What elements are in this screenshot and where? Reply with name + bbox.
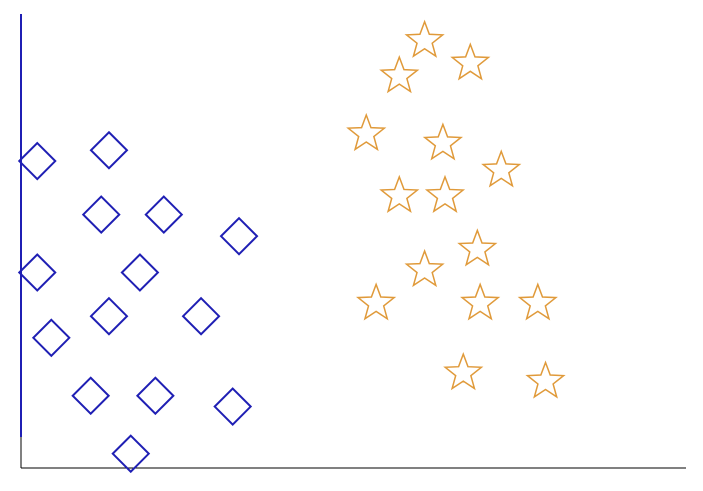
diamond-point-12 [213, 387, 253, 426]
diamond-point-1 [89, 130, 129, 170]
star-point-11 [460, 282, 501, 321]
diamond-point-13 [111, 434, 151, 474]
star-point-12 [517, 282, 558, 321]
axes [20, 14, 686, 469]
diamond-point-4 [219, 216, 259, 256]
star-point-8 [457, 228, 498, 267]
star-point-9 [404, 248, 445, 288]
star-point-14 [525, 360, 566, 399]
diamond-point-0 [17, 141, 57, 181]
diamond-point-3 [144, 195, 184, 234]
star-point-4 [422, 122, 463, 161]
diamond-point-5 [17, 253, 57, 292]
star-point-10 [355, 282, 397, 321]
plot-marks [17, 19, 566, 474]
star-point-0 [404, 19, 445, 58]
diamond-point-9 [31, 318, 71, 358]
star-point-2 [450, 42, 491, 81]
diamond-point-2 [81, 195, 121, 234]
star-point-5 [481, 149, 522, 188]
star-point-13 [443, 352, 484, 391]
diamond-point-11 [135, 376, 175, 416]
diamond-point-7 [89, 296, 129, 336]
star-point-3 [346, 112, 387, 152]
star-point-7 [424, 174, 466, 214]
diamond-point-10 [71, 376, 111, 416]
diamond-point-6 [120, 253, 160, 292]
diamond-point-8 [181, 296, 221, 336]
star-point-6 [379, 174, 420, 214]
star-point-1 [379, 54, 420, 94]
